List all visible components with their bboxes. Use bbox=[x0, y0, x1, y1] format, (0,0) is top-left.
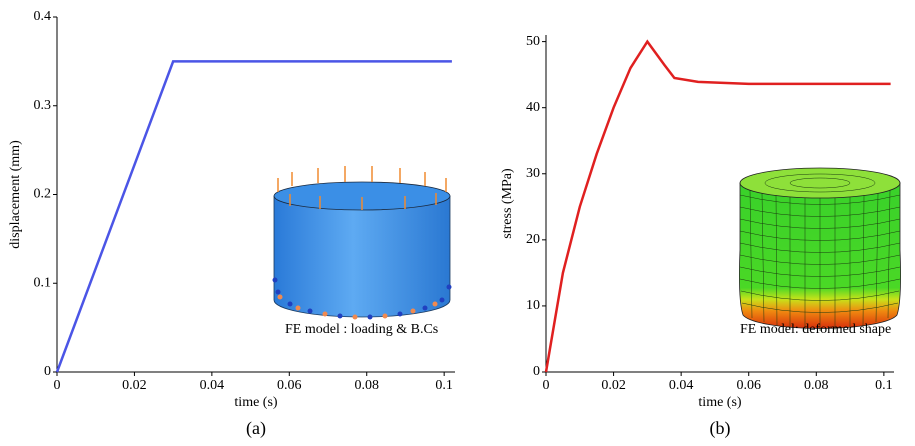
fe-model-deformed bbox=[739, 167, 901, 331]
caption: (b) bbox=[710, 418, 731, 439]
x-tick-label: 0.08 bbox=[354, 378, 379, 393]
x-tick-label: 0.06 bbox=[736, 378, 761, 393]
y-tick-label: 0.2 bbox=[34, 187, 52, 202]
y-tick-label: 20 bbox=[526, 232, 540, 247]
y-tick-label: 0.4 bbox=[34, 9, 52, 24]
x-tick-label: 0 bbox=[54, 378, 61, 393]
y-tick-label: 0 bbox=[44, 364, 51, 379]
x-axis-label: time (s) bbox=[698, 395, 741, 410]
data-line bbox=[544, 39, 891, 373]
x-tick-label: 0.08 bbox=[804, 378, 829, 393]
y-axis-label: stress (MPa) bbox=[500, 168, 515, 239]
x-tick-label: 0.1 bbox=[435, 378, 453, 393]
x-tick-label: 0 bbox=[543, 378, 550, 393]
annotation: FE model : loading & B.Cs bbox=[285, 322, 438, 337]
y-tick-label: 10 bbox=[526, 298, 540, 313]
y-tick-label: 50 bbox=[526, 34, 540, 49]
data-line bbox=[55, 60, 452, 373]
x-axis-label: time (s) bbox=[234, 395, 277, 410]
annotation: FE model: deformed shape bbox=[740, 322, 891, 337]
fe-model-loading bbox=[272, 166, 452, 320]
x-tick-label: 0.02 bbox=[122, 378, 147, 393]
x-tick-label: 0.04 bbox=[200, 378, 225, 393]
x-tick-label: 0.04 bbox=[669, 378, 694, 393]
y-tick-label: 0.3 bbox=[34, 98, 52, 113]
y-tick-label: 30 bbox=[526, 166, 540, 181]
y-tick-label: 0 bbox=[533, 364, 540, 379]
x-tick-label: 0.06 bbox=[277, 378, 302, 393]
x-tick-label: 0.02 bbox=[601, 378, 626, 393]
y-tick-label: 40 bbox=[526, 100, 540, 115]
y-axis-label: displacement (mm) bbox=[8, 140, 23, 249]
x-tick-label: 0.1 bbox=[875, 378, 893, 393]
caption: (a) bbox=[246, 418, 266, 439]
y-tick-label: 0.1 bbox=[34, 275, 52, 290]
